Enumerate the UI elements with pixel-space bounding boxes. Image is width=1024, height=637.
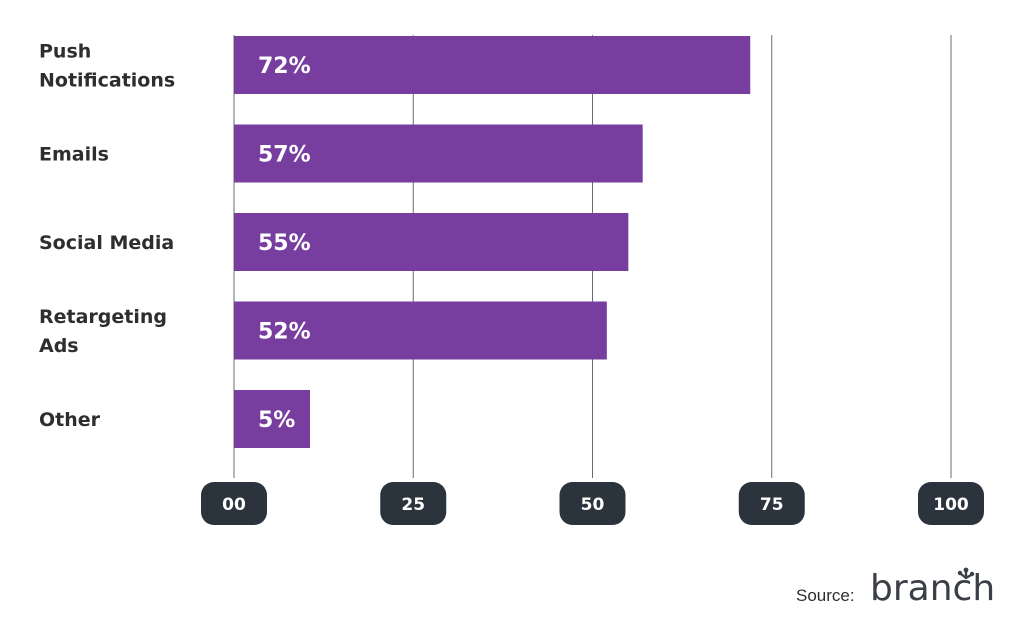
- bar: [234, 124, 643, 183]
- x-tick-badge: [201, 482, 267, 525]
- bar: [234, 301, 607, 360]
- bar-value-label: 52%: [258, 320, 311, 345]
- category-labels: Push Notifications Emails Social Media Retar…: [39, 41, 175, 432]
- branch-logo-text: branch: [870, 568, 996, 609]
- category-label: Social Media: [39, 232, 174, 254]
- branch-logo-sprout-icon: [957, 567, 975, 580]
- x-tick-badge: [559, 482, 626, 525]
- x-tick-badge: [738, 482, 805, 525]
- category-label: Emails: [39, 144, 109, 166]
- bar-value-label: 57%: [258, 143, 311, 168]
- x-tick-label: 25: [401, 495, 425, 515]
- x-tick-badge: [380, 482, 447, 525]
- bars: 72% 57% 55% 52% 5%: [234, 36, 751, 448]
- source-label: Source:: [796, 586, 855, 605]
- x-tick: 100: [918, 482, 984, 525]
- x-tick-label: 75: [760, 495, 784, 515]
- source-attribution: Source: branch: [770, 566, 1010, 616]
- category-label: Push Notifications: [39, 41, 175, 92]
- x-tick-label: 50: [581, 495, 605, 515]
- bar: [234, 36, 751, 94]
- category-label: Retargeting Ads: [39, 306, 167, 357]
- bar-value-label: 5%: [258, 408, 295, 433]
- x-axis-ticks: 00 25 50 75 100: [201, 482, 984, 525]
- x-tick: 75: [738, 482, 805, 525]
- bar: [234, 390, 310, 448]
- x-tick: 25: [380, 482, 447, 525]
- bar: [234, 213, 629, 271]
- x-tick-label: 00: [222, 495, 246, 515]
- x-tick-label: 100: [933, 495, 969, 515]
- x-tick: 50: [559, 482, 626, 525]
- category-label: Other: [39, 409, 101, 431]
- bar-value-label: 55%: [258, 231, 311, 256]
- bar-value-label: 72%: [258, 54, 311, 79]
- branch-logo-icon: branch: [870, 566, 995, 611]
- x-tick-badge: [918, 482, 984, 525]
- x-tick: 00: [201, 482, 267, 525]
